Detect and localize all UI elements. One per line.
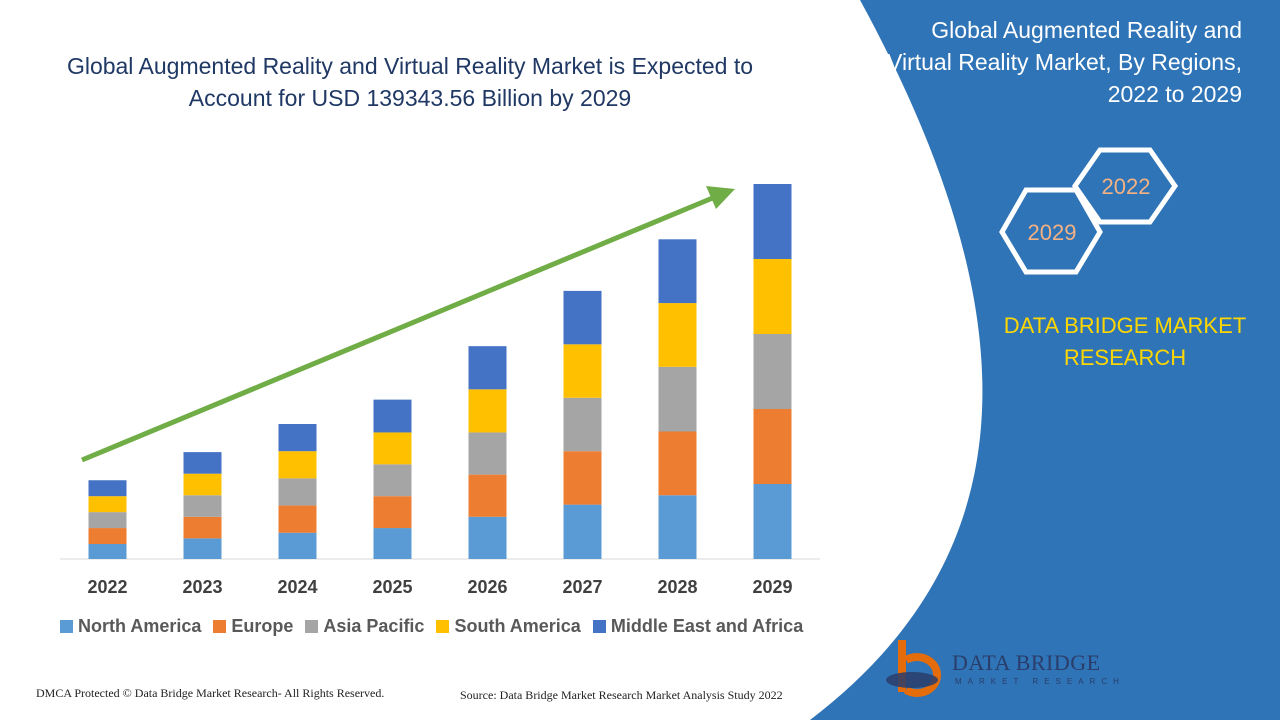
side-panel [810, 0, 1280, 720]
logo-icon [886, 640, 942, 697]
bar-2024-europe [278, 505, 317, 533]
legend-swatch [60, 620, 73, 633]
hexagon-2029 [999, 187, 1103, 275]
bar-2026-middle-east-and-africa [468, 346, 507, 390]
chart-title: Global Augmented Reality and Virtual Rea… [66, 53, 754, 111]
bar-2023-middle-east-and-africa [183, 452, 222, 474]
bar-2026-europe [468, 474, 507, 517]
x-tick-label: 2023 [182, 577, 222, 597]
bar-2025-middle-east-and-africa [373, 399, 412, 433]
hex-year-2029: 2029 [1028, 220, 1077, 245]
bar-2024-asia-pacific [278, 478, 317, 506]
x-tick-label: 2026 [467, 577, 507, 597]
bar-2026-asia-pacific [468, 432, 507, 475]
footer-source: Source: Data Bridge Market Research Mark… [460, 688, 783, 702]
bar-2024-south-america [278, 451, 317, 479]
logo-tagline: MARKET RESEARCH [955, 677, 1125, 686]
hexagon-2022 [1071, 147, 1179, 225]
bar-2022-asia-pacific [88, 512, 127, 529]
legend-item: Asia Pacific [305, 616, 424, 637]
hex-year-2022: 2022 [1102, 174, 1151, 199]
bar-2025-north-america [373, 528, 412, 559]
bar-2029-asia-pacific [753, 334, 792, 409]
bar-2028-north-america [658, 495, 697, 559]
bar-2026-south-america [468, 389, 507, 433]
bar-2026-north-america [468, 516, 507, 559]
bar-2028-middle-east-and-africa [658, 239, 697, 304]
bar-2023-asia-pacific [183, 495, 222, 517]
legend: North America Europe Asia Pacific South Ame… [60, 616, 820, 637]
bar-plot [88, 184, 792, 559]
bar-2029-north-america [753, 484, 792, 559]
legend-swatch [305, 620, 319, 633]
bar-2023-europe [183, 516, 222, 539]
x-tick-labels: 2022 2023 2024 2025 2026 2027 2028 2029 [87, 577, 792, 597]
legend-label: Europe [231, 616, 294, 636]
legend-item: Middle East and Africa [592, 616, 804, 637]
x-tick-label: 2027 [562, 577, 602, 597]
bar-2029-europe [753, 409, 792, 484]
trend-arrow [81, 186, 735, 463]
brand-name: DATA BRIDGE MARKET RESEARCH [1003, 313, 1247, 370]
logo-name: DATA BRIDGE [952, 650, 1101, 675]
legend-item: North America [60, 616, 201, 637]
footer-copyright: DMCA Protected © Data Bridge Market Rese… [36, 686, 385, 700]
bar-2025-south-america [373, 432, 412, 465]
bar-2029-middle-east-and-africa [753, 184, 792, 259]
legend-label: North America [78, 616, 202, 636]
legend-swatch [436, 620, 450, 633]
bar-2028-asia-pacific [658, 366, 697, 432]
legend-item: South America [436, 616, 581, 637]
x-tick-label: 2028 [657, 577, 697, 597]
bar-2027-south-america [563, 344, 602, 398]
bar-2022-north-america [88, 544, 127, 559]
bar-2022-middle-east-and-africa [88, 480, 127, 497]
bar-2027-north-america [563, 504, 602, 559]
bar-2025-asia-pacific [373, 464, 412, 497]
bar-2028-south-america [658, 303, 697, 367]
bar-2022-south-america [88, 496, 127, 513]
bar-2024-north-america [278, 532, 317, 559]
legend-swatch [213, 620, 227, 633]
bar-2025-europe [373, 496, 412, 529]
bar-2023-north-america [183, 538, 222, 559]
bar-2022-europe [88, 528, 127, 544]
x-tick-label: 2022 [87, 577, 127, 597]
bar-2023-south-america [183, 473, 222, 496]
x-tick-label: 2029 [752, 577, 792, 597]
x-tick-label: 2024 [277, 577, 317, 597]
side-panel-title: Global Augmented Reality and Virtual Rea… [887, 17, 1242, 107]
bar-2027-middle-east-and-africa [563, 290, 602, 345]
bar-2027-asia-pacific [563, 397, 602, 452]
legend-label: Asia Pacific [323, 616, 425, 636]
legend-swatch [592, 620, 606, 633]
bar-2029-south-america [753, 259, 792, 334]
legend-item: Europe [213, 616, 293, 637]
x-tick-label: 2025 [372, 577, 412, 597]
bar-2024-middle-east-and-africa [278, 424, 317, 452]
bar-2027-europe [563, 451, 602, 505]
bar-2028-europe [658, 431, 697, 496]
legend-label: South America [454, 616, 581, 636]
legend-label: Middle East and Africa [610, 616, 804, 636]
